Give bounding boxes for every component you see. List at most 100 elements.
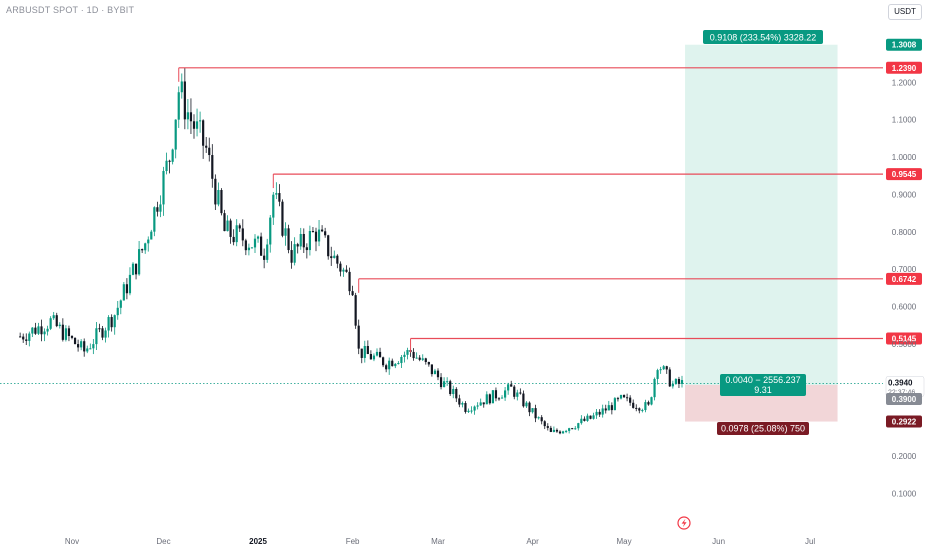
- candle-body: [159, 204, 162, 212]
- candle-body: [589, 415, 592, 419]
- candle-body: [110, 317, 113, 328]
- candle-body: [433, 370, 437, 375]
- candle-body: [400, 356, 403, 364]
- candle-body: [299, 233, 302, 247]
- candle-body: [565, 430, 568, 432]
- candle-body: [500, 397, 504, 399]
- candle-body: [622, 395, 626, 398]
- candle-body: [497, 398, 501, 400]
- stop-label-box: [717, 422, 809, 436]
- candle-body: [220, 190, 223, 214]
- candle-body: [40, 326, 43, 335]
- candle-body: [510, 384, 513, 387]
- currency-button[interactable]: USDT: [888, 4, 922, 20]
- candle-body: [83, 341, 86, 352]
- candle-body: [162, 171, 165, 205]
- candle-body: [317, 229, 321, 242]
- candle-body: [128, 274, 132, 294]
- candle-body: [333, 255, 336, 259]
- candle-body: [507, 384, 510, 391]
- candle-body: [336, 255, 339, 264]
- y-tick-label: 0.6000: [892, 303, 917, 312]
- candle-body: [424, 358, 427, 362]
- candle-body: [638, 408, 641, 411]
- candle-body: [449, 381, 452, 395]
- y-tick-label: 0.2000: [892, 452, 917, 461]
- candle-body: [461, 403, 464, 405]
- position-labels: 0.9108 (233.54%) 3328.22 0.0978 (25.08%) …: [703, 30, 823, 436]
- candle-body: [25, 339, 28, 341]
- candle-body: [668, 369, 671, 387]
- candle-body: [656, 370, 659, 379]
- candle-body: [34, 327, 37, 334]
- candle-body: [586, 415, 589, 421]
- candle-body: [482, 402, 485, 405]
- candle-body: [211, 155, 214, 179]
- candle-body: [52, 315, 55, 319]
- level-tag: [886, 61, 922, 74]
- candle-body: [513, 386, 516, 397]
- candle-body: [635, 407, 638, 409]
- candle-body: [269, 217, 272, 245]
- candle-body: [174, 119, 177, 150]
- candle-body: [427, 361, 430, 365]
- x-tick-label: Dec: [156, 537, 170, 546]
- candle-body: [272, 194, 275, 218]
- candle-body: [238, 225, 241, 229]
- candle-body: [574, 428, 577, 430]
- level-tag: [886, 332, 922, 345]
- candle-body: [290, 250, 293, 263]
- candle-body: [119, 300, 122, 308]
- candle-body: [525, 402, 528, 407]
- candle-body: [177, 92, 180, 120]
- candle-body: [113, 315, 116, 328]
- candle-body: [244, 240, 247, 251]
- candle-body: [391, 360, 394, 367]
- candle-body: [436, 370, 440, 378]
- candle-body: [595, 411, 598, 416]
- candle-body: [528, 402, 531, 413]
- candle-body: [256, 236, 260, 239]
- candle-body: [369, 354, 372, 360]
- candle-body: [580, 418, 583, 424]
- replay-icon[interactable]: [677, 516, 691, 530]
- candle-body: [421, 358, 424, 360]
- candle-body: [403, 354, 406, 357]
- candle-body: [308, 231, 311, 251]
- candle-body: [583, 418, 586, 421]
- candle-body: [92, 344, 95, 349]
- candle-body: [205, 145, 208, 148]
- candle-body: [406, 350, 409, 355]
- x-tick-label: Jul: [805, 537, 815, 546]
- candle-body: [287, 228, 290, 251]
- level-tag-text: 0.9545: [892, 170, 917, 179]
- profit-price-tag: [886, 38, 922, 51]
- candle-body: [366, 345, 369, 355]
- candle-body: [601, 408, 604, 415]
- candle-body: [372, 355, 376, 360]
- candle-body: [385, 365, 388, 370]
- candle-body: [58, 324, 61, 327]
- candle-body: [375, 351, 379, 356]
- candle-body: [327, 235, 330, 257]
- candle-body: [95, 328, 98, 345]
- candle-body: [592, 415, 595, 419]
- time-axis: Nov Dec 2025 Feb Mar Apr May Jun Jul: [65, 537, 816, 546]
- level-tag: [886, 272, 922, 285]
- y-tick-label: 0.8000: [892, 228, 917, 237]
- candle-body: [342, 269, 345, 272]
- candle-body: [439, 377, 443, 388]
- candle-body: [314, 231, 318, 242]
- x-tick-label: Mar: [431, 537, 445, 546]
- candle-body: [186, 112, 189, 120]
- level-tag: [886, 168, 922, 181]
- y-tick-label: 0.5000: [892, 340, 917, 349]
- candle-body: [543, 421, 546, 427]
- candle-body: [549, 427, 552, 432]
- candle-body: [452, 388, 455, 395]
- candle-body: [467, 410, 470, 412]
- candle-body: [43, 331, 46, 335]
- candle-body: [293, 244, 296, 263]
